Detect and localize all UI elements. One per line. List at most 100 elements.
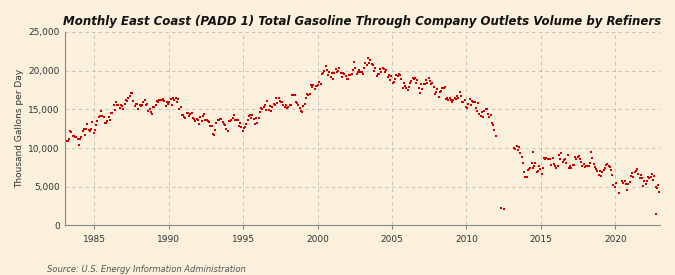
Point	[479, 108, 490, 113]
Point	[238, 126, 249, 130]
Point	[515, 151, 526, 155]
Point	[470, 106, 481, 111]
Point	[540, 157, 551, 161]
Point	[438, 86, 449, 90]
Point	[622, 188, 632, 192]
Point	[456, 94, 466, 98]
Point	[74, 143, 84, 147]
Point	[367, 63, 378, 67]
Point	[519, 170, 530, 174]
Point	[254, 109, 265, 114]
Point	[469, 100, 480, 104]
Point	[230, 117, 240, 122]
Point	[333, 69, 344, 73]
Point	[411, 80, 422, 85]
Point	[648, 178, 659, 182]
Point	[447, 100, 458, 104]
Point	[315, 81, 326, 86]
Point	[340, 73, 351, 78]
Point	[296, 109, 306, 113]
Point	[617, 178, 628, 183]
Point	[387, 81, 398, 86]
Point	[136, 104, 146, 109]
Point	[128, 99, 139, 103]
Point	[520, 175, 531, 179]
Point	[182, 111, 192, 115]
Point	[253, 116, 264, 120]
Point	[195, 115, 206, 119]
Point	[525, 165, 536, 170]
Point	[376, 70, 387, 74]
Point	[536, 172, 547, 176]
Point	[558, 160, 568, 164]
Point	[423, 76, 434, 80]
Point	[158, 96, 169, 101]
Point	[287, 93, 298, 97]
Point	[626, 174, 637, 178]
Point	[170, 96, 181, 100]
Point	[413, 86, 424, 90]
Point	[231, 118, 242, 123]
Point	[250, 121, 261, 126]
Point	[294, 106, 305, 110]
Point	[330, 67, 341, 72]
Point	[377, 66, 388, 70]
Point	[317, 72, 327, 76]
Point	[308, 82, 319, 87]
Point	[355, 70, 366, 74]
Point	[509, 145, 520, 150]
Point	[400, 83, 410, 88]
Point	[595, 174, 606, 178]
Point	[164, 100, 175, 104]
Point	[620, 182, 631, 186]
Point	[454, 90, 465, 94]
Point	[350, 66, 361, 70]
Point	[281, 106, 292, 110]
Point	[194, 122, 205, 127]
Point	[435, 90, 446, 95]
Point	[591, 167, 601, 172]
Point	[432, 87, 443, 92]
Point	[123, 95, 134, 100]
Point	[275, 100, 286, 104]
Point	[184, 114, 194, 119]
Point	[111, 100, 122, 104]
Point	[484, 115, 495, 119]
Point	[133, 107, 144, 112]
Point	[619, 179, 630, 183]
Point	[206, 124, 217, 128]
Point	[217, 120, 228, 125]
Point	[325, 75, 336, 79]
Point	[93, 115, 104, 119]
Point	[371, 74, 382, 78]
Point	[608, 183, 619, 187]
Point	[375, 67, 385, 71]
Point	[410, 76, 421, 81]
Point	[382, 75, 393, 79]
Point	[336, 75, 347, 79]
Point	[66, 130, 77, 134]
Point	[68, 134, 78, 138]
Point	[179, 115, 190, 119]
Point	[567, 163, 578, 167]
Point	[450, 97, 461, 101]
Point	[244, 114, 254, 118]
Point	[105, 118, 115, 122]
Point	[560, 156, 570, 161]
Point	[112, 103, 123, 108]
Point	[318, 71, 329, 76]
Point	[379, 67, 389, 71]
Point	[416, 82, 427, 86]
Point	[588, 162, 599, 166]
Point	[344, 73, 354, 77]
Point	[463, 101, 474, 106]
Point	[61, 139, 72, 143]
Point	[546, 163, 557, 168]
Point	[435, 89, 446, 93]
Point	[632, 167, 643, 171]
Point	[144, 107, 155, 111]
Point	[422, 81, 433, 86]
Point	[477, 110, 487, 114]
Point	[580, 164, 591, 169]
Point	[261, 108, 271, 112]
